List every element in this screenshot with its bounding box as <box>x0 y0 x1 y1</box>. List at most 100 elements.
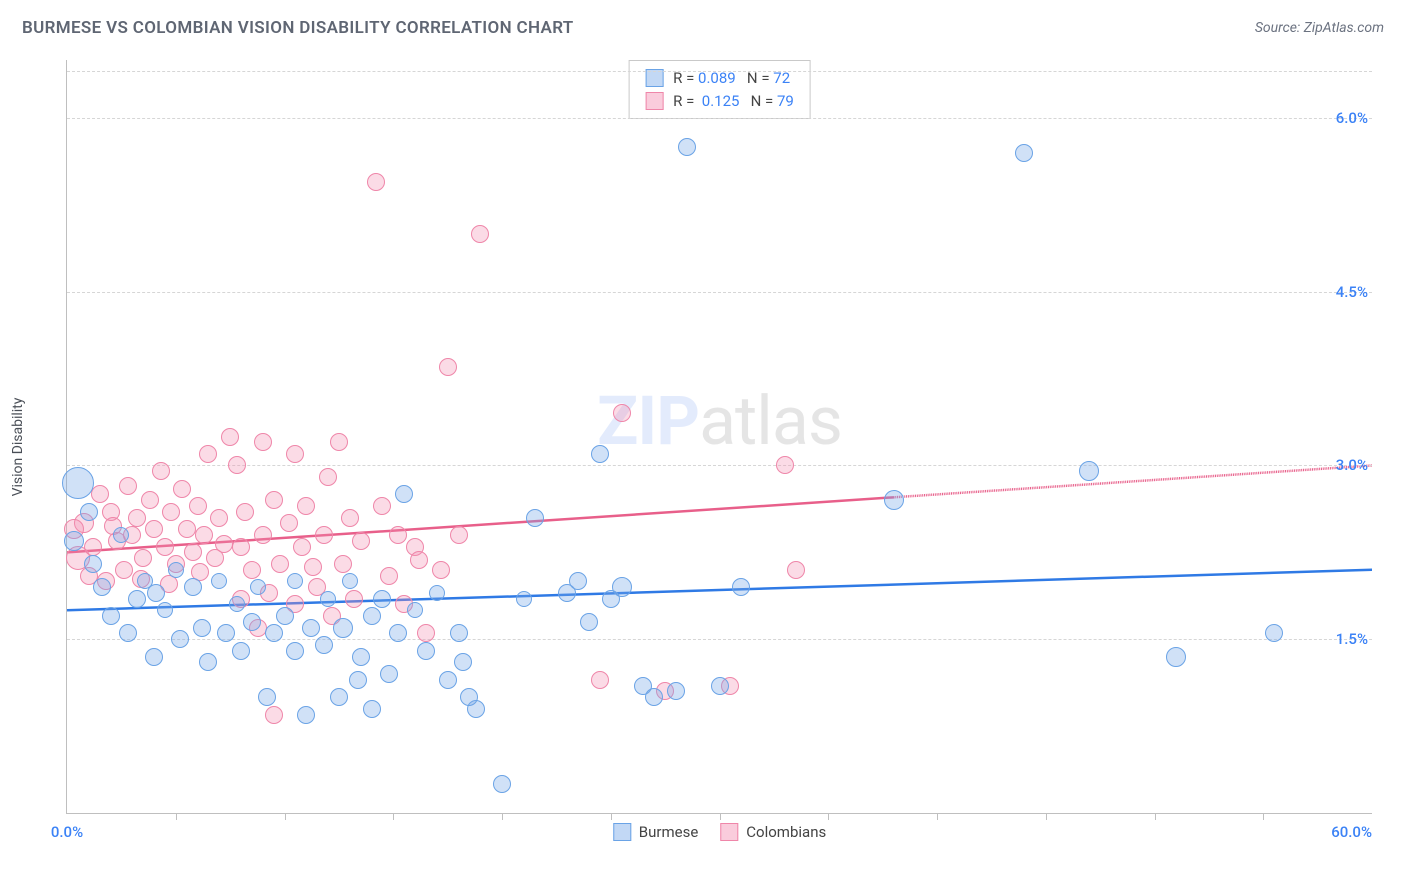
scatter-point <box>62 467 94 499</box>
scatter-point <box>330 688 348 706</box>
scatter-point <box>342 573 358 589</box>
scatter-point <box>407 602 423 618</box>
legend-series: Burmese Colombians <box>613 823 826 841</box>
scatter-point <box>732 578 750 596</box>
scatter-point <box>145 648 163 666</box>
scatter-point <box>119 477 137 495</box>
x-tick <box>720 813 721 820</box>
x-tick <box>1263 813 1264 820</box>
x-tick <box>1046 813 1047 820</box>
scatter-point <box>258 688 276 706</box>
scatter-point <box>287 573 303 589</box>
scatter-point <box>787 561 805 579</box>
scatter-point <box>243 561 261 579</box>
legend-item-colombians: Colombians <box>720 823 826 841</box>
scatter-point <box>217 624 235 642</box>
scatter-point <box>147 584 165 602</box>
scatter-point <box>711 677 729 695</box>
scatter-point <box>91 485 109 503</box>
scatter-point <box>389 526 407 544</box>
scatter-point <box>349 671 367 689</box>
scatter-point <box>171 630 189 648</box>
x-tick <box>285 813 286 820</box>
y-tick-label: 6.0% <box>1336 109 1368 127</box>
scatter-point <box>612 577 632 597</box>
scatter-point <box>184 543 202 561</box>
scatter-point <box>210 509 228 527</box>
scatter-point <box>293 538 311 556</box>
scatter-point <box>84 555 102 573</box>
scatter-point <box>64 531 84 551</box>
scatter-point <box>439 358 457 376</box>
scatter-point <box>134 549 152 567</box>
y-axis-label: Vision Disability <box>10 398 26 497</box>
scatter-point <box>193 619 211 637</box>
x-tick <box>611 813 612 820</box>
x-tick <box>176 813 177 820</box>
scatter-point <box>184 578 202 596</box>
scatter-point <box>232 538 250 556</box>
scatter-point <box>199 445 217 463</box>
scatter-point <box>417 642 435 660</box>
x-tick <box>502 813 503 820</box>
scatter-point <box>250 579 266 595</box>
scatter-point <box>516 591 532 607</box>
scatter-point <box>330 433 348 451</box>
scatter-point <box>254 433 272 451</box>
scatter-point <box>286 642 304 660</box>
scatter-point <box>454 653 472 671</box>
gridline <box>67 71 1372 72</box>
scatter-point <box>580 613 598 631</box>
scatter-point <box>232 642 250 660</box>
scatter-point <box>450 526 468 544</box>
gridline <box>67 465 1372 466</box>
scatter-point <box>439 671 457 689</box>
chart-container: Vision Disability ZIPatlas R = 0.089 N =… <box>48 50 1384 844</box>
scatter-point <box>128 590 146 608</box>
gridline <box>67 639 1372 640</box>
scatter-point <box>333 618 353 638</box>
scatter-point <box>115 561 133 579</box>
scatter-point <box>297 706 315 724</box>
scatter-point <box>569 572 587 590</box>
legend-item-burmese: Burmese <box>613 823 699 841</box>
scatter-point <box>315 526 333 544</box>
scatter-point <box>471 225 489 243</box>
scatter-point <box>280 514 298 532</box>
scatter-point <box>373 497 391 515</box>
swatch-pink-icon <box>645 92 663 110</box>
scatter-point <box>162 503 180 521</box>
scatter-point <box>363 700 381 718</box>
x-tick <box>937 813 938 820</box>
scatter-point <box>1079 461 1099 481</box>
scatter-point <box>141 491 159 509</box>
scatter-point <box>271 555 289 573</box>
scatter-point <box>178 520 196 538</box>
scatter-point <box>1166 647 1186 667</box>
scatter-point <box>265 491 283 509</box>
gridline <box>67 292 1372 293</box>
scatter-point <box>776 456 794 474</box>
scatter-point <box>591 445 609 463</box>
legend-stats-row-colombians: R = 0.125 N = 79 <box>645 90 794 113</box>
scatter-point <box>286 445 304 463</box>
scatter-point <box>195 526 213 544</box>
scatter-point <box>884 490 904 510</box>
scatter-point <box>367 173 385 191</box>
scatter-point <box>429 585 445 601</box>
scatter-point <box>417 624 435 642</box>
scatter-point <box>389 624 407 642</box>
scatter-point <box>526 509 544 527</box>
x-tick <box>828 813 829 820</box>
scatter-point <box>373 590 391 608</box>
scatter-point <box>229 596 245 612</box>
scatter-point <box>304 558 322 576</box>
scatter-point <box>157 602 173 618</box>
scatter-point <box>1015 144 1033 162</box>
scatter-point <box>128 509 146 527</box>
scatter-point <box>302 619 320 637</box>
scatter-point <box>265 706 283 724</box>
scatter-point <box>667 682 685 700</box>
scatter-point <box>678 138 696 156</box>
scatter-point <box>276 607 294 625</box>
